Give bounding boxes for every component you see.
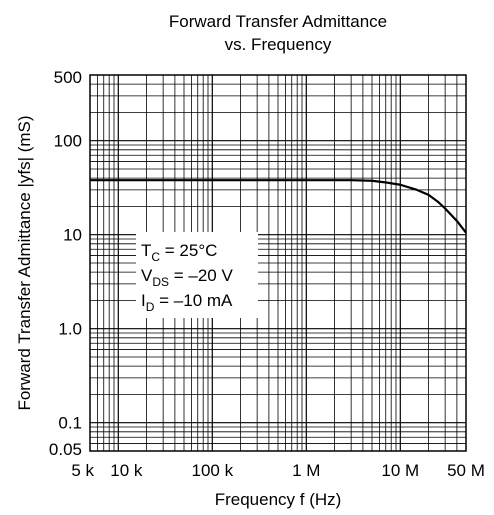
annotation-box xyxy=(136,232,258,318)
x-tick-label: 1 M xyxy=(292,461,320,480)
plot-frame xyxy=(89,74,467,452)
x-axis-label: Frequency f (Hz) xyxy=(215,490,342,509)
y-tick-label: 10 xyxy=(63,226,82,245)
x-tick-label: 5 k xyxy=(71,461,94,480)
y-tick-label: 500 xyxy=(54,68,82,87)
x-tick-label: 50 M xyxy=(447,461,485,480)
x-tick-label: 100 k xyxy=(191,461,233,480)
chart-title-line1: Forward Transfer Admittance xyxy=(169,12,387,31)
annotation-vds: VDS = –20 V xyxy=(141,266,233,289)
annotation-tc: TC = 25°C xyxy=(141,241,217,264)
tick-labels: 5 k 10 k 100 k 1 M 10 M 50 M 0.05 0.1 1.0 10 100 50… xyxy=(49,68,485,480)
y-tick-label: 100 xyxy=(54,132,82,151)
y-tick-label: 1.0 xyxy=(58,320,82,339)
x-tick-label: 10 k xyxy=(110,461,143,480)
x-tick-label: 10 M xyxy=(381,461,419,480)
annotation-id: ID = –10 mA xyxy=(141,291,233,314)
y-tick-label: 0.05 xyxy=(49,440,82,459)
series-group xyxy=(90,179,467,234)
y-axis-label: Forward Transfer Admittance |yfs| (mS) xyxy=(15,115,34,410)
series-line xyxy=(90,179,467,234)
y-tick-label: 0.1 xyxy=(58,414,82,433)
chart-title-line2: vs. Frequency xyxy=(225,35,332,54)
